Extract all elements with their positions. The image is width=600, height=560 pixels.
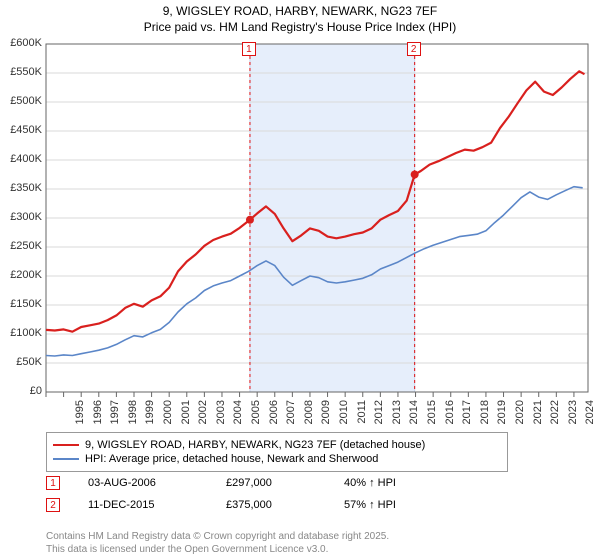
x-tick-label: 1996 — [92, 400, 104, 430]
x-tick-label: 2017 — [461, 400, 473, 430]
x-tick-label: 2014 — [408, 400, 420, 430]
x-tick-label: 2021 — [532, 400, 544, 430]
x-tick-label: 2023 — [567, 400, 579, 430]
legend-row: HPI: Average price, detached house, Newa… — [53, 453, 501, 465]
sale-date: 03-AUG-2006 — [88, 477, 198, 489]
sale-price: £375,000 — [226, 499, 316, 511]
x-tick-label: 2004 — [232, 400, 244, 430]
x-tick-label: 2013 — [391, 400, 403, 430]
legend-swatch — [53, 444, 79, 446]
sale-date: 11-DEC-2015 — [88, 499, 198, 511]
x-tick-label: 2012 — [373, 400, 385, 430]
sale-price: £297,000 — [226, 477, 316, 489]
x-tick-label: 2022 — [549, 400, 561, 430]
credits-line1: Contains HM Land Registry data © Crown c… — [46, 531, 389, 542]
x-tick-label: 2018 — [479, 400, 491, 430]
x-tick-label: 2009 — [320, 400, 332, 430]
legend-label: HPI: Average price, detached house, Newa… — [85, 453, 378, 465]
x-tick-label: 2006 — [268, 400, 280, 430]
legend-row: 9, WIGSLEY ROAD, HARBY, NEWARK, NG23 7EF… — [53, 439, 501, 451]
x-tick-label: 2011 — [356, 400, 368, 430]
y-tick-label: £600K — [0, 37, 42, 49]
legend-swatch — [53, 458, 79, 460]
sale-delta: 57% ↑ HPI — [344, 499, 396, 511]
credits-line2: This data is licensed under the Open Gov… — [46, 544, 328, 555]
y-tick-label: £0 — [0, 385, 42, 397]
x-tick-label: 1995 — [74, 400, 86, 430]
x-tick-label: 2015 — [426, 400, 438, 430]
sale-marker-2: 2 — [407, 42, 421, 56]
x-tick-label: 2007 — [285, 400, 297, 430]
credits: Contains HM Land Registry data © Crown c… — [46, 531, 586, 556]
x-tick-label: 2002 — [197, 400, 209, 430]
y-tick-label: £350K — [0, 182, 42, 194]
y-tick-label: £300K — [0, 211, 42, 223]
sale-row: 1 03-AUG-2006 £297,000 40% ↑ HPI — [46, 476, 396, 490]
x-tick-label: 2005 — [250, 400, 262, 430]
sale-marker-1: 1 — [242, 42, 256, 56]
x-tick-label: 2016 — [444, 400, 456, 430]
x-tick-label: 2020 — [514, 400, 526, 430]
sale-marker-icon: 1 — [46, 476, 60, 490]
y-tick-label: £450K — [0, 124, 42, 136]
y-tick-label: £100K — [0, 327, 42, 339]
x-tick-label: 2003 — [215, 400, 227, 430]
x-tick-label: 2000 — [162, 400, 174, 430]
x-tick-label: 2024 — [584, 400, 596, 430]
y-tick-label: £200K — [0, 269, 42, 281]
legend: 9, WIGSLEY ROAD, HARBY, NEWARK, NG23 7EF… — [46, 432, 508, 472]
y-tick-label: £500K — [0, 95, 42, 107]
x-tick-label: 2010 — [338, 400, 350, 430]
legend-label: 9, WIGSLEY ROAD, HARBY, NEWARK, NG23 7EF… — [85, 439, 425, 451]
x-tick-label: 2001 — [180, 400, 192, 430]
x-tick-label: 2019 — [496, 400, 508, 430]
x-tick-label: 2008 — [303, 400, 315, 430]
y-tick-label: £400K — [0, 153, 42, 165]
sale-delta: 40% ↑ HPI — [344, 477, 396, 489]
x-tick-label: 1998 — [127, 400, 139, 430]
y-tick-label: £550K — [0, 66, 42, 78]
x-tick-label: 1997 — [109, 400, 121, 430]
y-tick-label: £50K — [0, 356, 42, 368]
y-tick-label: £250K — [0, 240, 42, 252]
sale-row: 2 11-DEC-2015 £375,000 57% ↑ HPI — [46, 498, 396, 512]
x-tick-label: 1999 — [144, 400, 156, 430]
y-tick-label: £150K — [0, 298, 42, 310]
sale-marker-icon: 2 — [46, 498, 60, 512]
chart-plot — [0, 0, 600, 436]
